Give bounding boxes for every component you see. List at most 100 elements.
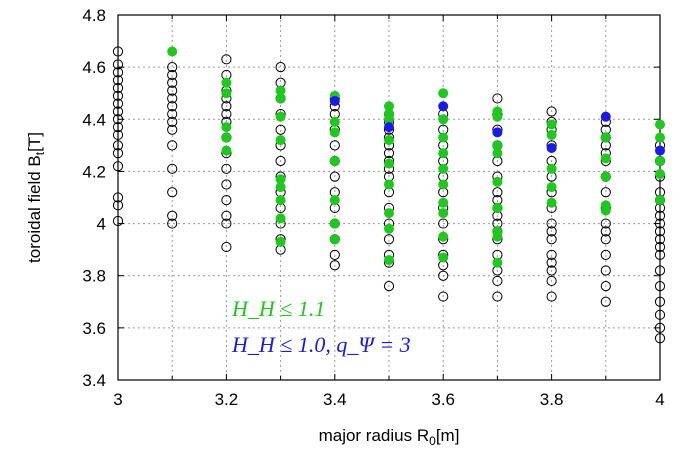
data-point-hh11 [221, 88, 232, 99]
data-point-hh11 [383, 179, 394, 190]
data-point-all [654, 309, 666, 320]
data-point-hh11 [492, 176, 503, 187]
data-point-all [167, 116, 178, 127]
data-point-all [112, 75, 124, 86]
data-point-all [546, 275, 557, 287]
data-point-all [383, 234, 395, 245]
data-point-all [654, 226, 666, 237]
y-tick-label: 3.4 [82, 371, 106, 390]
x-axis-label: major radius R0[m] [319, 426, 460, 448]
data-point-all [654, 322, 666, 333]
data-point-hh10 [492, 127, 503, 138]
data-point-all [654, 234, 666, 245]
data-point-all [492, 291, 503, 302]
data-point-all [600, 265, 611, 276]
data-point-all [167, 210, 178, 221]
data-point-hh11 [546, 129, 557, 140]
data-point-all [112, 140, 124, 151]
y-tick-label: 4.6 [82, 58, 106, 77]
data-point-hh11 [655, 169, 666, 180]
data-point-hh11 [438, 231, 449, 242]
data-point-hh11 [329, 155, 340, 166]
data-point-hh10 [383, 122, 394, 133]
data-point-hh10 [329, 96, 340, 107]
data-point-hh11 [600, 153, 611, 164]
data-point-hh11 [383, 223, 394, 234]
data-point-all [221, 101, 232, 112]
data-point-hh11 [329, 116, 340, 127]
data-point-hh11 [438, 252, 449, 263]
data-point-all [112, 129, 124, 141]
data-point-hh11 [492, 231, 503, 242]
data-point-all [546, 106, 557, 117]
data-point-all [383, 148, 395, 159]
x-tick-label: 3.8 [540, 390, 564, 409]
data-point-hh11 [383, 208, 394, 219]
x-tick-label: 4 [655, 390, 664, 409]
data-point-all [546, 218, 557, 229]
data-point-all [112, 98, 124, 109]
data-point-all [600, 226, 611, 237]
data-point-hh11 [438, 88, 449, 99]
data-point-hh10 [600, 111, 611, 122]
data-point-all [600, 187, 611, 198]
data-point-hh11 [438, 179, 449, 190]
data-point-hh11 [275, 111, 286, 122]
data-point-all [654, 281, 666, 292]
data-point-all [112, 59, 124, 70]
data-point-hh11 [438, 197, 449, 208]
data-point-all [167, 108, 178, 120]
data-point-hh11 [383, 135, 394, 146]
data-point-hh11 [438, 132, 449, 143]
data-point-all [112, 192, 124, 203]
data-point-all [654, 218, 666, 229]
y-tick-label: 3.8 [82, 267, 106, 286]
data-point-all [221, 218, 232, 229]
data-point-all [329, 260, 340, 271]
data-point-all [112, 46, 124, 57]
data-point-all [112, 114, 124, 125]
data-point-all [438, 270, 449, 281]
data-point-hh11 [600, 205, 611, 216]
data-point-all [329, 249, 340, 260]
data-point-hh11 [655, 132, 666, 143]
data-point-all [438, 218, 449, 229]
axis-ticks: 3 3.2 3.4 3.6 3.8 4 3.4 3.6 3.8 4 4.2 4.4 4.6 4.8 [82, 6, 664, 409]
data-point-hh11 [383, 255, 394, 266]
data-point-hh11 [655, 195, 666, 206]
data-point-all [275, 62, 286, 73]
data-point-hh11 [221, 77, 232, 88]
y-tick-label: 4 [97, 215, 106, 234]
data-point-hh11 [655, 119, 666, 130]
data-point-all [167, 69, 178, 81]
y-tick-label: 4.8 [82, 6, 106, 25]
data-point-all [600, 249, 611, 260]
data-point-all [546, 234, 557, 245]
data-point-all [167, 93, 178, 104]
data-point-hh10 [655, 145, 666, 156]
data-point-hh11 [438, 148, 449, 159]
data-point-all [221, 241, 232, 253]
data-point-all [221, 179, 232, 190]
data-point-hh11 [329, 195, 340, 206]
data-point-all [546, 257, 557, 268]
data-point-hh11 [383, 158, 394, 169]
data-point-all [167, 140, 178, 151]
data-point-hh11 [275, 213, 286, 224]
data-point-all [492, 93, 503, 104]
legend-hh11: H_H ≤ 1.1 [231, 296, 325, 321]
data-point-all [383, 281, 395, 292]
data-point-all [492, 187, 503, 198]
data-point-all [112, 67, 124, 78]
data-point-all [654, 333, 666, 344]
data-point-hh11 [221, 145, 232, 156]
data-point-hh11 [275, 93, 286, 104]
data-point-hh11 [329, 218, 340, 229]
data-point-all [654, 296, 666, 307]
data-point-hh11 [167, 46, 178, 57]
data-point-all [600, 234, 611, 245]
legend-hh10: H_H ≤ 1.0, q_Ψ = 3 [231, 332, 411, 357]
data-point-all [112, 161, 124, 172]
data-point-all [654, 249, 666, 260]
data-point-all [654, 210, 666, 221]
